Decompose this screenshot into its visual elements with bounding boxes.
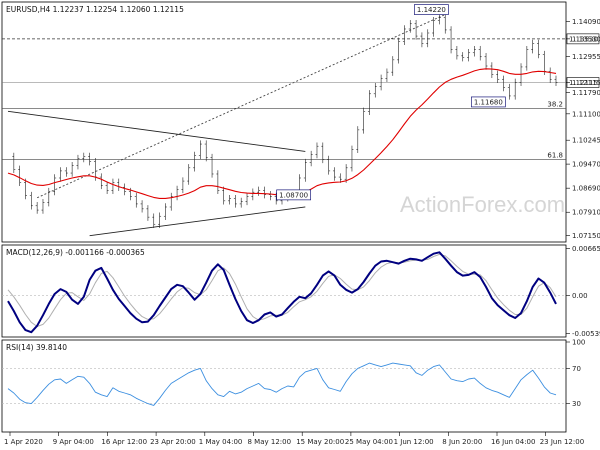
x-tick-label-10: 16 Jun 04:00 (491, 438, 535, 446)
x-tick-label-8: 1 Jun 12:00 (394, 438, 434, 446)
macd-y-axis: 0.006655 0.00 -0.005391 (566, 245, 600, 338)
macd-panel-title: MACD(12,26,9) -0.001166 -0.000365 (6, 248, 145, 257)
x-tick-label-1: 9 Apr 04:00 (53, 438, 94, 446)
macd-line (7, 251, 557, 334)
macd-y-tick-1: 0.00 (572, 292, 588, 300)
macd-panel: MACD(12,26,9) -0.001166 -0.000365 0.0066… (1, 244, 600, 338)
x-tick-label-7: 25 May 04:00 (345, 438, 393, 446)
x-tick-label-6: 15 May 20:00 (296, 438, 344, 446)
macd-y-tick-2: -0.005391 (572, 330, 600, 338)
x-tick-label-2: 16 Apr 12:00 (101, 438, 147, 446)
price-bars (12, 13, 558, 228)
axis-box-label-1.13530: 1.13530 (569, 35, 598, 43)
rsi-y-tick-1: 70 (572, 365, 581, 373)
x-tick-label-9: 8 Jun 20:00 (442, 438, 482, 446)
fib-label-38.2: 38.2 (547, 100, 563, 108)
macd-series-layer (7, 251, 557, 334)
x-tick-label-0: 1 Apr 2020 (4, 438, 43, 446)
lower-trend-line (89, 206, 306, 237)
annotation-box-1.11680 (471, 96, 506, 108)
price-y-tick-7: 1.09470 (572, 161, 600, 169)
price-panel: ActionForex.com 38.261.8 1.142201.135301… (1, 1, 600, 243)
price-annotations: 1.14220 1.13530 1.12115 1.11680 1.08700 (276, 4, 600, 201)
x-tick-label-11: 23 Jun 12:00 (540, 438, 584, 446)
x-axis: 1 Apr 2020 9 Apr 04:00 16 Apr 12:00 23 Apr … (4, 432, 584, 446)
rsi-panel: RSI(14) 39.8140 100 70 30 (1, 339, 585, 433)
rsi-y-tick-0: 100 (572, 339, 585, 347)
rsi-panel-title: RSI(14) 39.8140 (6, 343, 67, 352)
annotation-box-1.14220 (414, 4, 449, 15)
rsi-y-axis: 100 70 30 (566, 339, 585, 408)
annotation-label-1.14220: 1.14220 (417, 6, 446, 14)
price-y-tick-9: 1.07910 (572, 209, 600, 217)
price-y-tick-2: 1.12955 (572, 53, 600, 61)
rsi-series-layer (7, 362, 557, 406)
price-y-tick-3: 1.12115 (572, 79, 600, 87)
macd-y-tick-0: 0.006655 (572, 245, 600, 253)
price-panel-frame (1, 1, 567, 243)
price-y-axis: 1.14090 1.13530 1.12955 1.12115 1.11790 1.111… (566, 18, 600, 240)
axis-box-label-1.12115: 1.12115 (569, 79, 598, 87)
rsi-line (7, 362, 557, 406)
channel-dotted-line (36, 14, 446, 199)
fib-label-61.8: 61.8 (547, 151, 563, 159)
annotation-label-1.08700: 1.08700 (279, 191, 308, 199)
price-y-tick-5: 1.11100 (572, 110, 600, 118)
annotation-box-1.08700 (276, 189, 312, 201)
price-y-tick-0: 1.14090 (572, 18, 600, 26)
upper-trend-line (7, 110, 306, 152)
x-tick-label-4: 1 May 04:00 (199, 438, 243, 446)
price-y-tick-4: 1.11790 (572, 89, 600, 97)
price-y-tick-6: 1.10245 (572, 137, 600, 145)
price-overlay-lines: 38.2 61.8 (2, 14, 566, 237)
annotation-label-1.11680: 1.11680 (474, 98, 503, 106)
rsi-y-tick-2: 30 (572, 400, 581, 408)
macd-panel-frame (1, 244, 567, 338)
price-y-tick-1: 1.13530 (572, 35, 600, 43)
price-series-layer (7, 13, 558, 228)
price-watermark: ActionForex.com (400, 192, 565, 217)
x-tick-label-3: 23 Apr 20:00 (150, 438, 196, 446)
price-y-tick-10: 1.07150 (572, 232, 600, 240)
price-panel-title: EURUSD,H4 1.12237 1.12254 1.12060 1.1211… (6, 5, 184, 14)
rsi-panel-frame (1, 339, 567, 433)
price-y-tick-8: 1.08690 (572, 185, 600, 193)
x-tick-label-5: 8 May 12:00 (248, 438, 292, 446)
